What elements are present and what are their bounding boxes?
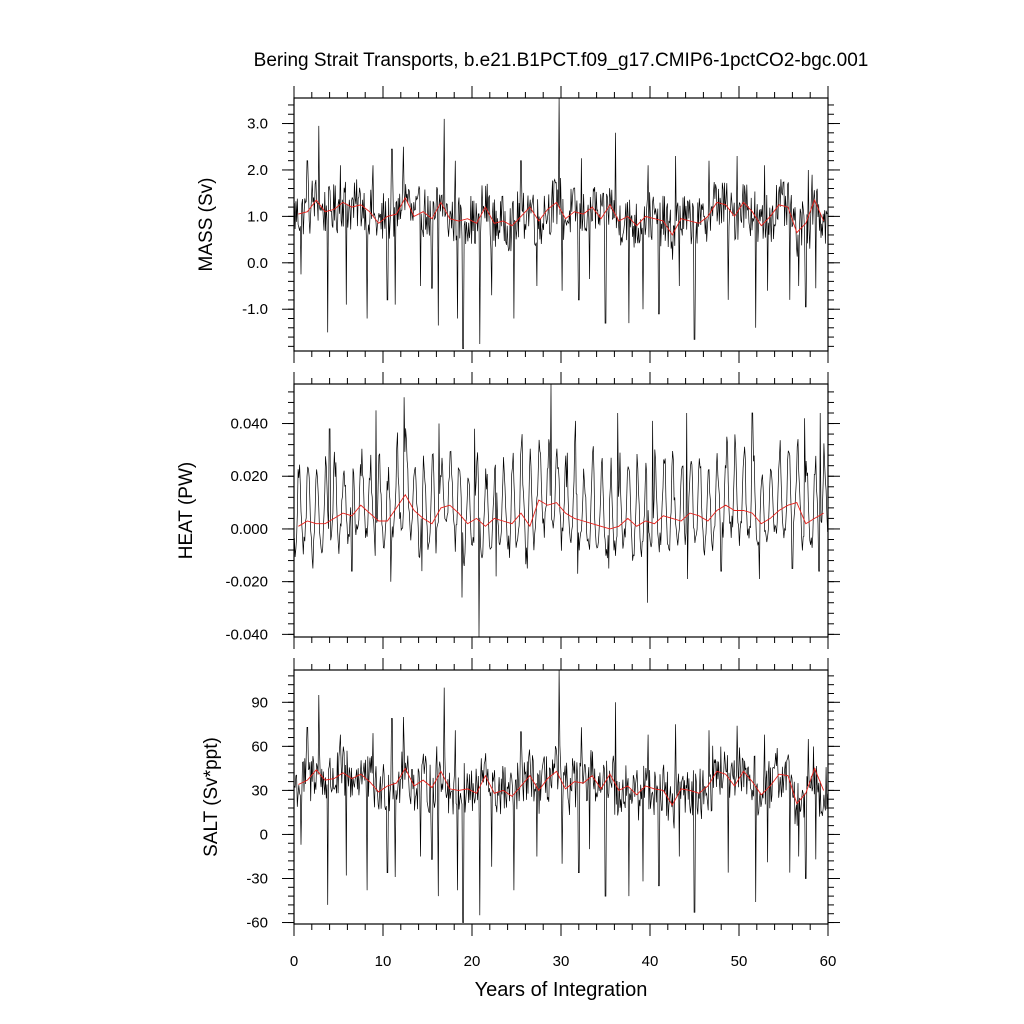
heat-y-tick-label: -0.020 [225, 574, 268, 591]
mass-annual-mean-line [298, 196, 825, 236]
heat-plot-area [293, 383, 829, 638]
x-tick-label: 40 [642, 953, 659, 970]
chart-title: Bering Strait Transports, b.e21.B1PCT.f0… [254, 50, 869, 71]
mass-plot-frame [293, 97, 829, 352]
mass-y-tick-label: 2.0 [247, 162, 268, 179]
salt-y-tick-label: -30 [246, 870, 268, 887]
heat-plot-frame [293, 383, 829, 638]
heat-y-tick-label: 0.000 [230, 521, 268, 538]
mass-y-tick-label: 1.0 [247, 208, 268, 225]
mass-y-tick-label: 0.0 [247, 255, 268, 272]
heat-monthly-series-line [294, 383, 828, 638]
mass-panel: -1.0 0.0 1.0 2.0 3.0 MASS (Sv) [196, 86, 840, 363]
salt-y-tick-label: 90 [251, 694, 268, 711]
salt-y-tick-label: 60 [251, 738, 268, 755]
mass-y-tick-labels: -1.0 0.0 1.0 2.0 3.0 [242, 116, 268, 319]
x-tick-labels: 0 10 20 30 40 50 60 [290, 953, 837, 970]
mass-y-axis-label: MASS (Sv) [196, 178, 217, 272]
x-tick-label: 20 [464, 953, 481, 970]
heat-y-axis-label: HEAT (PW) [176, 462, 197, 559]
x-axis-label: Years of Integration [475, 979, 648, 1001]
salt-y-tick-label: -60 [246, 915, 268, 932]
x-tick-label: 30 [553, 953, 570, 970]
salt-plot-area [293, 669, 829, 925]
mass-plot-area [293, 97, 829, 352]
x-tick-label: 10 [375, 953, 392, 970]
heat-y-tick-label: 0.020 [230, 468, 268, 485]
salt-y-tick-label: 30 [251, 782, 268, 799]
x-tick-label: 0 [290, 953, 298, 970]
salt-tick-marks [282, 658, 840, 936]
heat-y-tick-label: 0.040 [230, 416, 268, 433]
salt-y-tick-labels: -60 -30 0 30 60 90 [246, 694, 268, 931]
heat-panel: -0.040 -0.020 0.000 0.020 0.040 HEAT (PW) [176, 372, 840, 649]
salt-y-axis-label: SALT (Sv*ppt) [201, 737, 222, 857]
salt-annual-mean-line [298, 767, 825, 806]
x-tick-label: 50 [731, 953, 748, 970]
heat-tick-marks [282, 372, 840, 649]
x-tick-label: 60 [820, 953, 837, 970]
mass-y-tick-label: -1.0 [242, 301, 268, 318]
salt-y-tick-label: 0 [260, 826, 268, 843]
mass-y-tick-label: 3.0 [247, 116, 268, 133]
mass-monthly-series-line [294, 97, 828, 350]
heat-y-tick-label: -0.040 [225, 626, 268, 643]
salt-monthly-series-line [294, 669, 828, 923]
mass-tick-marks [282, 86, 840, 363]
salt-panel: -60 -30 0 30 60 90 SALT (Sv*ppt) [201, 658, 840, 936]
heat-y-tick-labels: -0.040 -0.020 0.000 0.020 0.040 [225, 416, 268, 644]
heat-annual-mean-line [298, 493, 824, 530]
